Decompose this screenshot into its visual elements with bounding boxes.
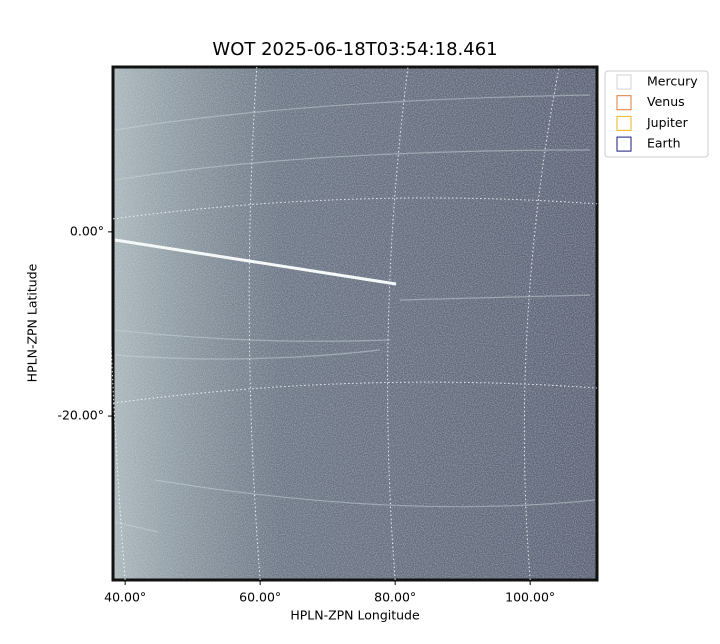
chart-title: WOT 2025-06-18T03:54:18.461 <box>212 39 497 60</box>
y-tick-label: -20.00° <box>57 408 104 423</box>
x-tick-label: 60.00° <box>239 590 281 605</box>
y-tick-label: 0.00° <box>70 223 104 238</box>
legend-marker <box>616 136 632 152</box>
legend-label: Earth <box>647 136 681 151</box>
legend-marker <box>616 74 632 90</box>
x-tick-label: 100.00° <box>505 590 555 605</box>
grid-line <box>387 66 409 581</box>
legend: Mercury Venus Jupiter Earth <box>604 70 709 158</box>
y-axis-label: HPLN-ZPN Latitude <box>25 263 40 382</box>
image <box>111 65 599 582</box>
legend-label: Venus <box>647 94 685 109</box>
x-tick-label: 80.00° <box>374 590 416 605</box>
legend-marker <box>616 115 632 131</box>
grid-line <box>523 66 560 581</box>
legend-marker <box>616 95 632 111</box>
x-axis-label: HPLN-ZPN Longitude <box>290 608 420 623</box>
legend-label: Jupiter <box>646 115 689 130</box>
grid-line <box>105 66 126 581</box>
grid-line <box>248 66 261 581</box>
x-tick-label: 40.00° <box>104 590 146 605</box>
legend-label: Mercury <box>647 74 698 89</box>
